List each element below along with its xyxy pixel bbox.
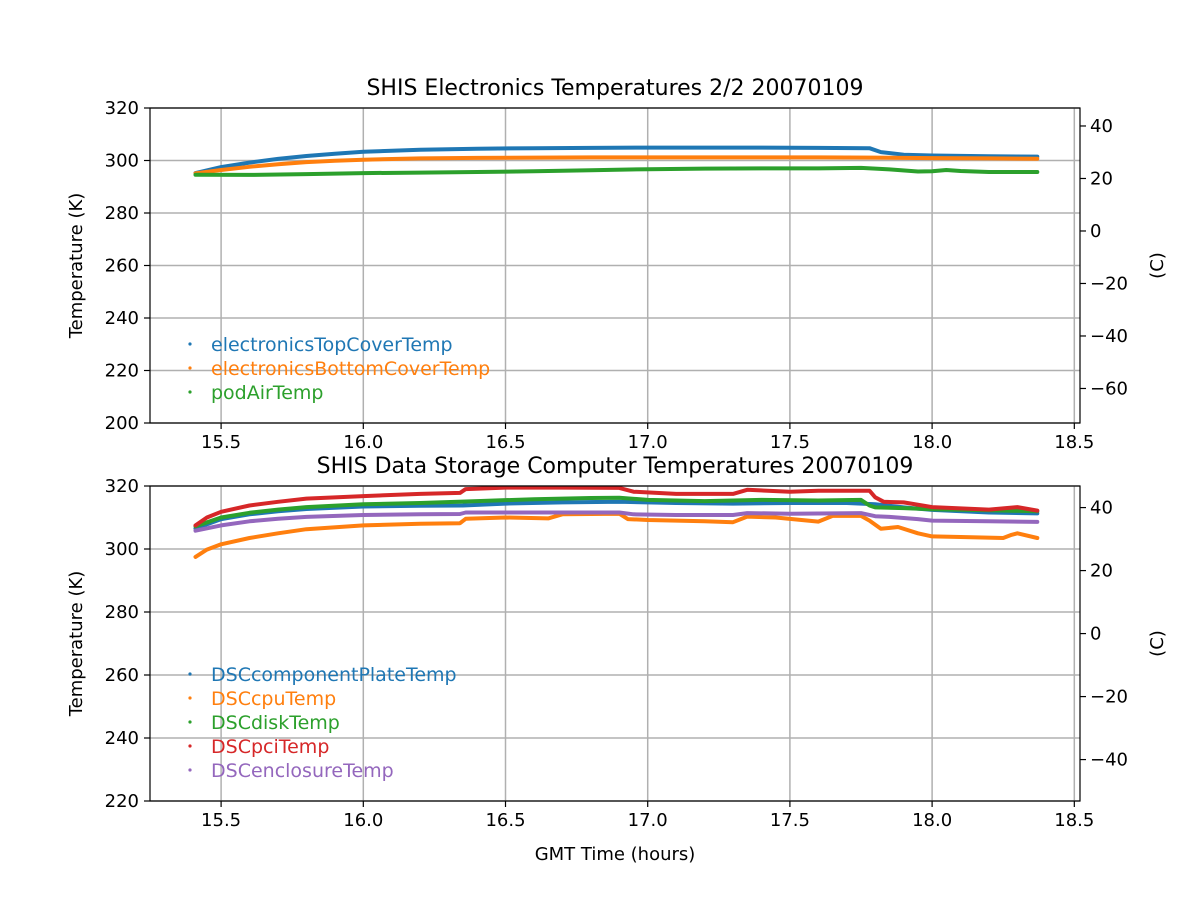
legend-label-pod-air-temp: podAirTemp	[211, 382, 323, 404]
y2-axis-title: (C)	[1147, 252, 1168, 279]
x-tick-label: 17.0	[628, 432, 668, 453]
x-tick-label: 17.5	[770, 432, 810, 453]
data-storage-computer-temperatures-panel: 15.5 16.0 16.5 17.0 17.5 18.0 18.5 220 240 260 280…	[66, 454, 1168, 865]
x-tick-label: 15.5	[201, 810, 241, 831]
y2-tick-label: −20	[1090, 687, 1128, 708]
y-axis-title: Temperature (K)	[66, 193, 87, 340]
y-tick-label: 240	[105, 728, 139, 749]
y-tick-label: 260	[105, 256, 139, 277]
plot-frame	[149, 485, 1081, 802]
y-tick-label: 260	[105, 665, 139, 686]
x-tick-label: 16.0	[343, 432, 383, 453]
x-tick-label: 18.0	[912, 810, 952, 831]
x-tick-label: 17.5	[770, 810, 810, 831]
y-tick-label: 200	[105, 413, 139, 434]
legend-label-electronics-top-cover-temp: electronicsTopCoverTemp	[211, 334, 453, 356]
legend-label-dscpci-temp: DSCpciTemp	[211, 736, 329, 758]
x-tick-label: 16.5	[485, 810, 525, 831]
legend-label-dscdisk-temp: DSCdiskTemp	[211, 712, 340, 734]
y-tick-label: 300	[105, 151, 139, 172]
x-axis-title: GMT Time (hours)	[535, 844, 696, 865]
legend-label-dsccpu-temp: DSCcpuTemp	[211, 688, 336, 710]
series-dsccpu-temp	[193, 511, 1040, 559]
legend-marker	[188, 342, 192, 346]
plot-title: SHIS Electronics Temperatures 2/2 200701…	[366, 76, 863, 101]
series-dscpci-temp	[193, 485, 1040, 528]
legend-marker	[188, 768, 192, 772]
x-tick-label: 17.0	[628, 810, 668, 831]
legend-marker	[188, 720, 192, 724]
legend-marker	[188, 672, 192, 676]
y2-tick-label: 20	[1090, 168, 1113, 189]
legend-marker	[188, 366, 192, 370]
series-dscenclosure-temp	[193, 510, 1040, 533]
y2-tick-label: −60	[1090, 378, 1128, 399]
series-pod-air-temp	[193, 165, 1040, 177]
y-tick-label: 320	[105, 98, 139, 119]
legend-label-electronics-bottom-cover-temp: electronicsBottomCoverTemp	[211, 358, 490, 380]
legend-marker	[188, 696, 192, 700]
y2-axis-title: (C)	[1147, 630, 1168, 657]
series-dscdisk-temp	[193, 495, 1040, 529]
y-axis-title: Temperature (K)	[66, 571, 87, 718]
y-tick-label: 240	[105, 308, 139, 329]
legend-label-dscenclosure-temp: DSCenclosureTemp	[211, 760, 394, 782]
y-tick-label: 220	[105, 361, 139, 382]
y-tick-label: 220	[105, 791, 139, 812]
legend-marker	[188, 390, 192, 394]
y2-tick-label: −20	[1090, 273, 1128, 294]
y-tick-label: 300	[105, 539, 139, 560]
y2-tick-label: 40	[1090, 116, 1113, 137]
x-tick-label: 18.5	[1054, 432, 1094, 453]
y2-tick-label: 0	[1090, 221, 1101, 242]
x-tick-label: 16.0	[343, 810, 383, 831]
y2-tick-label: 0	[1090, 624, 1101, 645]
x-tick-label: 18.0	[912, 432, 952, 453]
series-electronics-bottom-cover-temp	[193, 155, 1040, 176]
x-tick-label: 18.5	[1054, 810, 1094, 831]
electronics-temperatures-panel: 15.5 16.0 16.5 17.0 17.5 18.0 18.5200220240260…	[66, 76, 1168, 453]
y2-tick-label: 20	[1090, 561, 1113, 582]
legend-marker	[188, 744, 192, 748]
y2-tick-label: −40	[1090, 326, 1128, 347]
series-electronics-top-cover-temp	[193, 145, 1040, 176]
y-tick-label: 280	[105, 203, 139, 224]
legend-label-dsccomponent-plate-temp: DSCcomponentPlateTemp	[211, 664, 457, 686]
x-tick-label: 15.5	[201, 432, 241, 453]
y2-tick-label: 40	[1090, 498, 1113, 519]
x-tick-label: 16.5	[485, 432, 525, 453]
y2-tick-label: −40	[1090, 750, 1128, 771]
y-tick-label: 280	[105, 602, 139, 623]
y-tick-label: 320	[105, 476, 139, 497]
plot-title: SHIS Data Storage Computer Temperatures …	[317, 454, 914, 479]
